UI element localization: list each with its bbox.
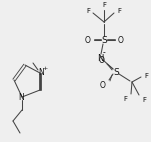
Text: N: N bbox=[18, 93, 24, 103]
Text: S: S bbox=[113, 67, 119, 77]
Text: F: F bbox=[144, 73, 148, 79]
Text: F: F bbox=[102, 2, 106, 8]
Text: F: F bbox=[142, 97, 146, 103]
Text: O: O bbox=[100, 81, 106, 89]
Text: N: N bbox=[97, 54, 103, 62]
Text: N: N bbox=[38, 67, 44, 77]
Text: F: F bbox=[117, 8, 121, 14]
Text: F: F bbox=[86, 8, 90, 14]
Text: O: O bbox=[99, 56, 105, 64]
Text: O: O bbox=[85, 36, 91, 44]
Text: S: S bbox=[101, 36, 107, 44]
Text: O: O bbox=[118, 36, 124, 44]
Text: +: + bbox=[42, 65, 48, 70]
Text: -: - bbox=[103, 49, 105, 58]
Text: F: F bbox=[123, 96, 127, 102]
